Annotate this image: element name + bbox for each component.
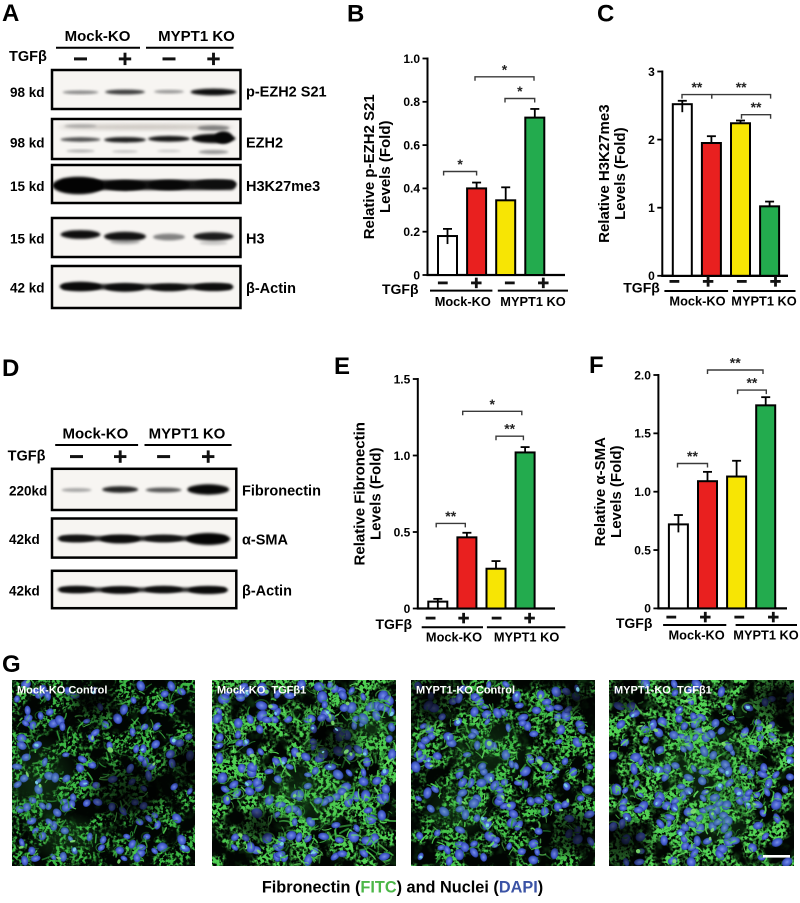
svg-text:G: G xyxy=(2,651,21,678)
svg-text:0.5: 0.5 xyxy=(634,543,651,557)
svg-text:0: 0 xyxy=(413,268,420,282)
svg-text:Mock-KO: Mock-KO xyxy=(669,293,725,308)
svg-text:*: * xyxy=(502,61,508,77)
svg-text:Mock-KO: Mock-KO xyxy=(435,294,491,309)
svg-text:1.5: 1.5 xyxy=(634,427,651,441)
svg-text:0: 0 xyxy=(644,602,651,616)
svg-text:0.8: 0.8 xyxy=(403,95,420,109)
svg-text:**: ** xyxy=(746,375,757,391)
svg-text:Levels (Fold): Levels (Fold) xyxy=(367,447,384,540)
svg-text:0: 0 xyxy=(648,269,655,283)
svg-text:EZH2: EZH2 xyxy=(246,136,283,152)
svg-text:TGFβ: TGFβ xyxy=(623,279,660,295)
svg-text:MYPT1 KO: MYPT1 KO xyxy=(158,28,235,45)
svg-text:**: ** xyxy=(730,355,741,371)
svg-text:1.0: 1.0 xyxy=(403,52,420,66)
svg-text:A: A xyxy=(2,0,19,27)
svg-text:p-EZH2 S21: p-EZH2 S21 xyxy=(246,85,327,101)
svg-text:**: ** xyxy=(751,99,762,115)
svg-text:15 kd: 15 kd xyxy=(10,179,45,194)
svg-text:TGFβ: TGFβ xyxy=(375,616,412,632)
svg-text:0.6: 0.6 xyxy=(403,138,420,152)
svg-text:MYPT1 KO: MYPT1 KO xyxy=(731,293,796,308)
svg-text:0.4: 0.4 xyxy=(403,182,420,196)
svg-text:MYPT1-KO TGFβ1: MYPT1-KO TGFβ1 xyxy=(614,685,712,697)
svg-text:Mock-KO TGFβ1: Mock-KO TGFβ1 xyxy=(217,685,306,697)
svg-text:**: ** xyxy=(736,79,747,95)
svg-text:E: E xyxy=(334,353,350,380)
svg-text:MYPT1-KO Control: MYPT1-KO Control xyxy=(416,685,515,697)
svg-text:220kd: 220kd xyxy=(9,484,47,499)
svg-text:**: ** xyxy=(445,508,456,524)
svg-text:TGFβ: TGFβ xyxy=(382,281,419,297)
svg-text:TGFβ: TGFβ xyxy=(616,615,653,631)
svg-text:*: * xyxy=(457,156,463,172)
svg-text:Levels (Fold): Levels (Fold) xyxy=(608,445,625,538)
svg-text:TGFβ: TGFβ xyxy=(9,49,47,65)
svg-text:MYPT1 KO: MYPT1 KO xyxy=(494,630,559,645)
svg-text:MYPT1 KO: MYPT1 KO xyxy=(500,294,565,309)
svg-text:15 kd: 15 kd xyxy=(10,232,45,247)
svg-text:1: 1 xyxy=(648,201,655,215)
svg-text:42 kd: 42 kd xyxy=(10,281,45,296)
svg-text:TGFβ: TGFβ xyxy=(8,449,46,465)
svg-text:Mock-KO: Mock-KO xyxy=(669,627,725,642)
svg-text:β-Actin: β-Actin xyxy=(242,584,292,600)
svg-text:Levels (Fold): Levels (Fold) xyxy=(377,120,394,213)
svg-text:1.0: 1.0 xyxy=(394,449,411,463)
svg-text:Fibronectin: Fibronectin xyxy=(242,484,321,500)
svg-text:Mock-KO Control: Mock-KO Control xyxy=(17,685,107,697)
svg-text:2.0: 2.0 xyxy=(634,368,651,382)
svg-text:98 kd: 98 kd xyxy=(10,136,45,151)
svg-text:F: F xyxy=(589,352,604,379)
svg-text:C: C xyxy=(597,1,614,28)
svg-text:β-Actin: β-Actin xyxy=(246,281,296,297)
svg-text:1.5: 1.5 xyxy=(394,372,411,386)
svg-text:0.5: 0.5 xyxy=(394,525,411,539)
svg-text:**: ** xyxy=(504,421,515,437)
svg-text:Relative α-SMA: Relative α-SMA xyxy=(592,437,609,546)
svg-text:**: ** xyxy=(687,448,698,464)
svg-text:0: 0 xyxy=(404,602,411,616)
svg-text:Relative H3K27me3: Relative H3K27me3 xyxy=(596,104,613,242)
svg-text:D: D xyxy=(2,355,19,382)
svg-text:Levels (Fold): Levels (Fold) xyxy=(612,127,629,220)
svg-text:2: 2 xyxy=(648,133,655,147)
svg-text:Mock-KO: Mock-KO xyxy=(62,426,128,443)
svg-text:42kd: 42kd xyxy=(9,584,40,599)
svg-text:H3K27me3: H3K27me3 xyxy=(246,179,320,195)
svg-text:Mock-KO: Mock-KO xyxy=(65,28,131,45)
svg-text:Fibronectin (FITC) and Nuclei: Fibronectin (FITC) and Nuclei (DAPI) xyxy=(262,879,543,897)
svg-text:α-SMA: α-SMA xyxy=(242,533,288,549)
svg-text:0.2: 0.2 xyxy=(403,225,420,239)
svg-text:MYPT1 KO: MYPT1 KO xyxy=(733,627,798,642)
svg-text:H3: H3 xyxy=(246,232,265,248)
svg-text:1.0: 1.0 xyxy=(634,485,651,499)
svg-text:42kd: 42kd xyxy=(9,532,40,547)
svg-text:Mock-KO: Mock-KO xyxy=(426,630,482,645)
svg-text:98 kd: 98 kd xyxy=(10,85,45,100)
svg-text:3: 3 xyxy=(648,65,655,79)
svg-text:MYPT1 KO: MYPT1 KO xyxy=(149,426,226,443)
svg-text:*: * xyxy=(490,396,496,412)
svg-text:Relative Fibronectin: Relative Fibronectin xyxy=(351,422,368,565)
svg-text:*: * xyxy=(517,83,523,99)
svg-text:Relative p-EZH2 S21: Relative p-EZH2 S21 xyxy=(361,94,378,239)
svg-text:B: B xyxy=(347,1,364,28)
svg-text:**: ** xyxy=(691,79,702,95)
